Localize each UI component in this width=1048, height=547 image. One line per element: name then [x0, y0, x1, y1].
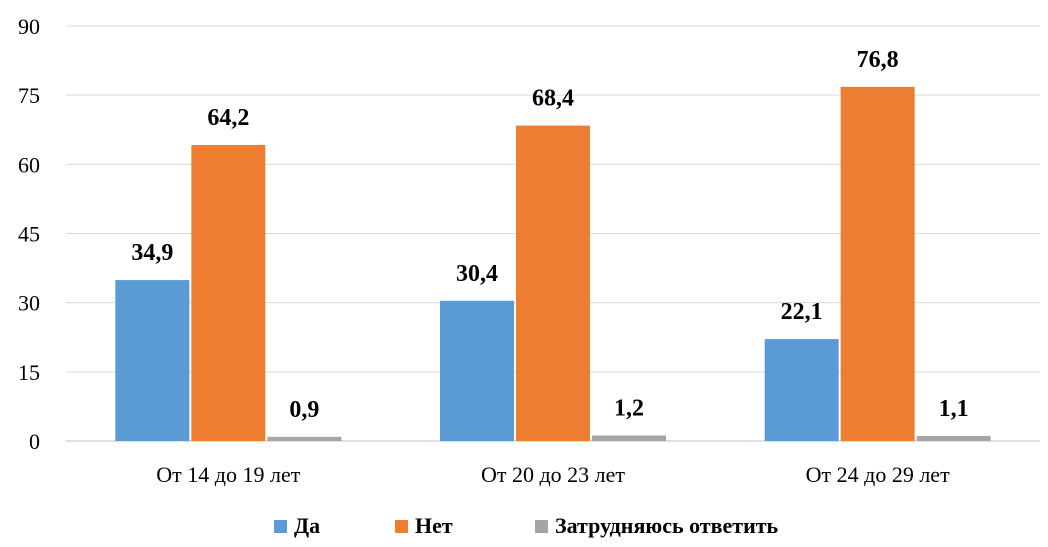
legend-swatch — [395, 520, 408, 533]
data-label: 22,1 — [781, 299, 823, 325]
data-label: 0,9 — [289, 397, 319, 423]
legend: Да Нет Затрудняюсь ответить — [274, 513, 779, 538]
bar-1-3 — [764, 339, 839, 441]
data-label: 1,1 — [939, 396, 969, 422]
y-tick-label: 60 — [18, 152, 40, 177]
data-label: 34,9 — [131, 240, 173, 266]
legend-swatch — [274, 520, 287, 533]
x-category-label: От 24 до 29 лет — [806, 462, 950, 487]
x-category-label: От 20 до 23 лет — [481, 462, 625, 487]
data-label: 68,4 — [532, 86, 574, 112]
x-axis-categories: От 14 до 19 лет От 20 до 23 лет От 24 до 2… — [156, 462, 950, 487]
legend-label: Нет — [415, 513, 453, 538]
y-tick-label: 90 — [18, 14, 40, 39]
y-axis-ticks: 0 15 30 45 60 75 90 — [18, 14, 40, 454]
data-labels: 34,9 64,2 0,9 30,4 68,4 1,2 22,1 76,8 1,1 — [131, 47, 968, 423]
bar-2-3 — [840, 86, 915, 441]
bar-2-1 — [191, 144, 266, 441]
legend-label: Затрудняюсь ответить — [555, 513, 779, 538]
bars — [115, 86, 991, 441]
bar-3-1 — [267, 436, 342, 441]
data-label: 64,2 — [207, 105, 249, 131]
data-label: 30,4 — [456, 261, 498, 287]
y-tick-label: 45 — [18, 222, 40, 247]
legend-label: Да — [294, 513, 320, 538]
bar-2-2 — [516, 125, 590, 441]
data-label: 76,8 — [857, 47, 899, 73]
bar-3-2 — [592, 435, 666, 441]
y-tick-label: 75 — [18, 83, 40, 108]
legend-swatch — [535, 520, 548, 533]
y-tick-label: 30 — [18, 291, 40, 316]
y-tick-label: 0 — [29, 429, 40, 454]
y-tick-label: 15 — [18, 360, 40, 385]
data-label: 1,2 — [614, 395, 644, 421]
bar-3-3 — [916, 435, 991, 441]
x-category-label: От 14 до 19 лет — [156, 462, 300, 487]
bar-1-1 — [115, 280, 190, 441]
bar-1-2 — [440, 300, 514, 441]
